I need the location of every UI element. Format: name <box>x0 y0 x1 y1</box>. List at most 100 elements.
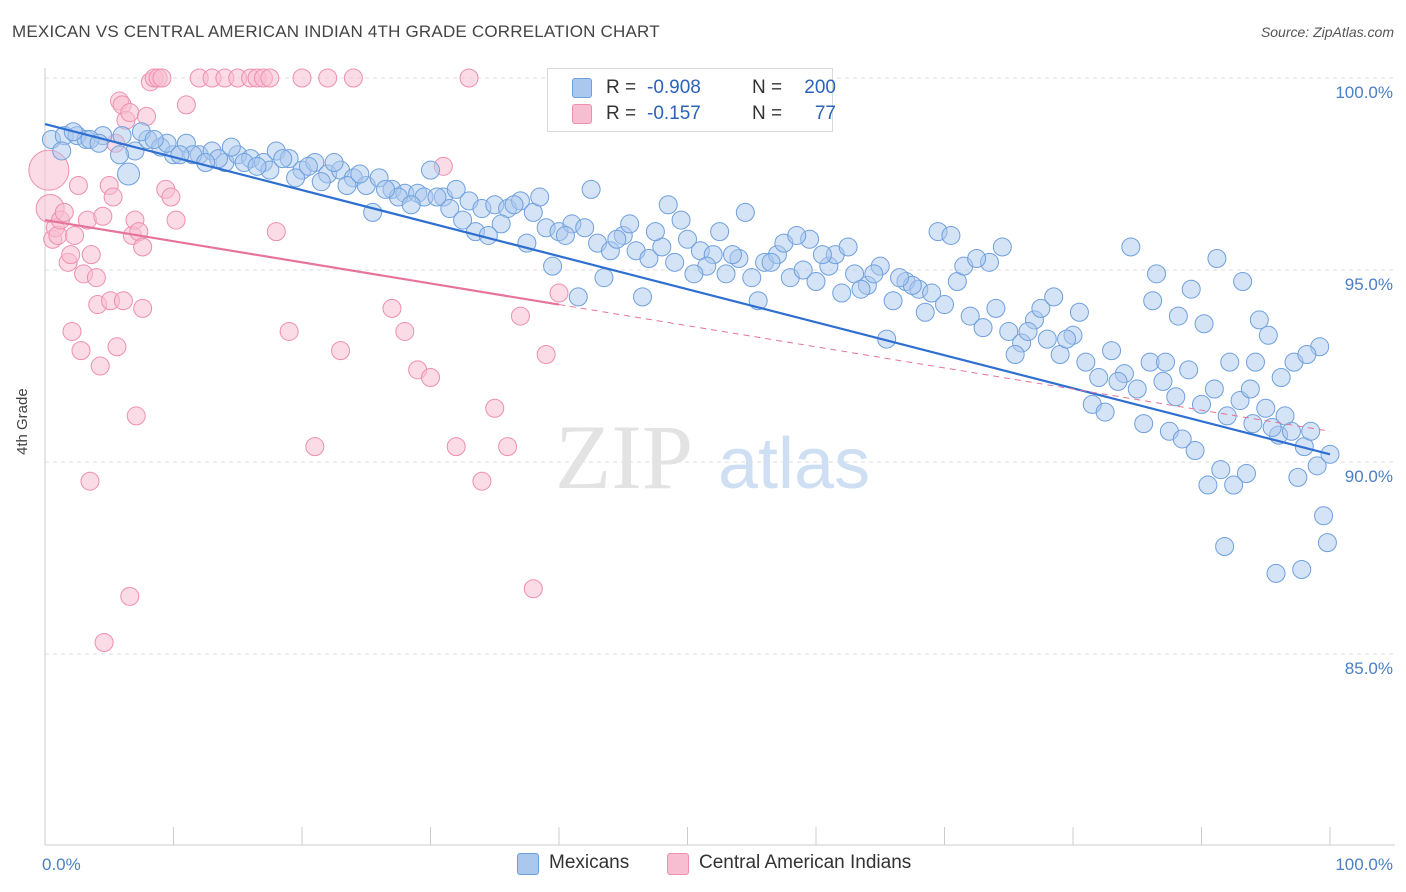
cai-point <box>120 103 140 123</box>
mexicans-point <box>915 302 935 322</box>
legend-n-label: N = <box>752 103 783 124</box>
cai-point <box>382 298 402 318</box>
mexicans-point <box>144 129 164 149</box>
mexicans-point <box>1076 352 1096 372</box>
mexicans-point <box>1266 563 1286 583</box>
cai-point <box>305 437 325 457</box>
mexicans-point <box>117 162 141 186</box>
mexicans-point <box>735 202 755 222</box>
mexicans-point <box>832 283 852 303</box>
mexicans-point <box>594 268 614 288</box>
mexicans-point <box>52 141 72 161</box>
mexicans-point <box>1207 248 1227 268</box>
cai-trend-line <box>44 218 560 306</box>
legend-swatch-cai <box>667 853 689 875</box>
legend-n-value: 200 <box>804 77 836 98</box>
mexicans-point <box>1044 287 1064 307</box>
mexicans-point <box>1240 379 1260 399</box>
mexicans-point <box>1037 329 1057 349</box>
mexicans-point <box>1108 371 1128 391</box>
mexicans-trend-line <box>44 123 1331 456</box>
mexicans-point <box>742 268 762 288</box>
y-tick-label: 90.0% <box>1345 467 1393 486</box>
cai-point <box>126 406 146 426</box>
mexicans-point <box>1156 352 1176 372</box>
cai-point <box>113 291 133 311</box>
y-tick-label: 85.0% <box>1345 659 1393 678</box>
mexicans-point <box>793 260 813 280</box>
chart-source: Source: ZipAtlas.com <box>1260 24 1394 40</box>
series-legend: Mexicans Central American Indians <box>0 852 1406 878</box>
cai-point <box>94 632 114 652</box>
mexicans-point <box>324 152 344 172</box>
mexicans-point <box>247 156 267 176</box>
mexicans-point <box>1215 536 1235 556</box>
cai-point <box>152 68 172 88</box>
mexicans-point <box>787 225 807 245</box>
mexicans-point <box>941 225 961 245</box>
mexicans-point <box>1256 398 1276 418</box>
watermark-zip: ZIP <box>555 406 693 508</box>
mexicans-point <box>1275 406 1295 426</box>
mexicans-point <box>1121 237 1141 257</box>
cai-point <box>61 245 81 265</box>
cai-point <box>28 149 70 191</box>
mexicans-point <box>1057 329 1077 349</box>
cai-point <box>176 95 196 115</box>
mexicans-point <box>440 199 460 219</box>
cai-point <box>65 225 85 245</box>
mexicans-point <box>1095 402 1115 422</box>
mexicans-point <box>1198 475 1218 495</box>
mexicans-point <box>110 145 130 165</box>
mexicans-point <box>999 321 1019 341</box>
mexicans-point <box>350 164 370 184</box>
cai-point <box>68 176 88 196</box>
mexicans-point <box>851 279 871 299</box>
mexicans-point <box>1018 321 1038 341</box>
mexicans-point <box>1292 560 1312 580</box>
mexicans-point <box>1317 533 1337 553</box>
mexicans-point <box>1153 371 1173 391</box>
mexicans-point <box>1271 368 1291 388</box>
mexicans-point <box>671 210 691 230</box>
mexicans-point <box>1288 467 1308 487</box>
mexicans-point <box>986 298 1006 318</box>
mexicans-point <box>1220 352 1240 372</box>
mexicans-point <box>555 225 575 245</box>
mexicans-point <box>453 210 473 230</box>
mexicans-point <box>221 137 241 157</box>
mexicans-point <box>1031 298 1051 318</box>
cai-point <box>446 437 466 457</box>
cai-point <box>71 341 91 361</box>
cai-point <box>472 471 492 491</box>
x-tick-labels: 0.0% 100.0% <box>42 855 1393 874</box>
mexicans-point <box>298 156 318 176</box>
cai-point <box>523 579 543 599</box>
cai-point <box>459 68 479 88</box>
mexicans-point <box>992 237 1012 257</box>
watermark: ZIP atlas <box>555 406 870 508</box>
mexicans-point <box>1134 414 1154 434</box>
mexicans-point <box>376 179 396 199</box>
y-tick-label: 100.0% <box>1335 83 1393 102</box>
y-tick-label: 95.0% <box>1345 275 1393 294</box>
cai-point <box>260 68 280 88</box>
mexicans-point <box>1233 272 1253 292</box>
mexicans-point <box>446 179 466 199</box>
cai-point <box>103 187 123 207</box>
cai-point <box>292 68 312 88</box>
mexicans-point <box>922 283 942 303</box>
legend-label-mexicans: Mexicans <box>549 852 630 873</box>
mexicans-point <box>864 264 884 284</box>
mexicans-point <box>890 268 910 288</box>
mexicans-point <box>633 287 653 307</box>
mexicans-point <box>568 287 588 307</box>
x-tick-label: 100.0% <box>1335 855 1393 874</box>
mexicans-point <box>812 245 832 265</box>
mexicans-point <box>1005 344 1025 364</box>
mexicans-point <box>1211 460 1231 480</box>
mexicans-point <box>607 229 627 249</box>
mexicans-point <box>678 229 697 249</box>
cai-point <box>93 206 113 226</box>
cai-point <box>485 398 505 418</box>
